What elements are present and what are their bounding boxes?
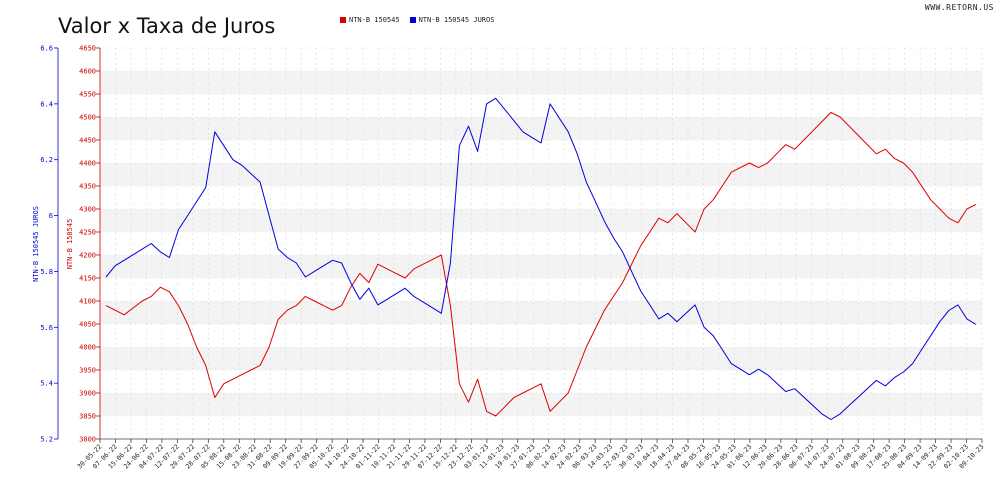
inner-tick-label: 4500 xyxy=(79,114,96,122)
legend-swatch-red xyxy=(340,17,346,23)
legend-swatch-blue xyxy=(409,17,416,23)
outer-tick-label: 5.6 xyxy=(40,324,53,332)
grid-band xyxy=(100,393,982,416)
inner-tick-label: 4450 xyxy=(79,137,96,145)
grid-band xyxy=(100,255,982,278)
inner-tick-label: 4650 xyxy=(79,45,96,53)
outer-tick-label: 6.2 xyxy=(40,156,53,164)
legend-label-juros: NTN-B 150545 JUROS xyxy=(418,16,495,24)
outer-tick-label: 6.6 xyxy=(40,45,53,53)
inner-tick-label: 4150 xyxy=(79,275,96,283)
y-axis-outer-label: NTN-B 150545 JUROS xyxy=(32,206,40,282)
series-line-valor xyxy=(105,111,977,417)
inner-tick-label: 4600 xyxy=(79,68,96,76)
series-line-juros xyxy=(105,97,977,420)
inner-tick-label: 4000 xyxy=(79,344,96,352)
watermark: WWW.RETORN.US xyxy=(924,3,994,12)
legend-item-juros: NTN-B 150545 JUROS xyxy=(409,16,495,24)
inner-tick-label: 3900 xyxy=(79,390,96,398)
inner-tick-label: 4200 xyxy=(79,252,96,260)
inner-tick-label: 4300 xyxy=(79,206,96,214)
grid-band xyxy=(100,301,982,324)
y-axis-inner-label: NTN-B 150545 xyxy=(66,219,74,270)
legend-item-valor: NTN-B 150545 xyxy=(340,16,400,24)
series-layer xyxy=(105,97,977,420)
y-axis-inner: 3800 3850 3900 3950 4000 4050 4100 4150 4200 4250… xyxy=(79,45,101,444)
outer-tick-label: 6 xyxy=(49,212,53,220)
outer-tick-label: 5.2 xyxy=(40,436,53,444)
grid-band xyxy=(100,71,982,94)
grid-bands xyxy=(100,71,982,416)
legend: NTN-B 150545 NTN-B 150545 JUROS xyxy=(340,16,494,24)
inner-tick-label: 3850 xyxy=(79,413,96,421)
legend-label-valor: NTN-B 150545 xyxy=(349,16,400,24)
y-axis-outer: 5.2 5.4 5.6 5.8 6 6.2 6.4 6.6 xyxy=(40,45,59,444)
inner-tick-label: 4050 xyxy=(79,321,96,329)
x-axis: 30-05-2207-06-2215-06-2224-06-2204-07-22… xyxy=(76,438,985,471)
inner-tick-label: 4350 xyxy=(79,183,96,191)
page-title: Valor x Taxa de Juros xyxy=(58,14,276,38)
grid-band xyxy=(100,209,982,232)
grid-band xyxy=(100,163,982,186)
outer-tick-label: 6.4 xyxy=(40,100,53,108)
inner-tick-label: 4250 xyxy=(79,229,96,237)
grid-band xyxy=(100,117,982,140)
inner-tick-label: 4550 xyxy=(79,91,96,99)
horizontal-grid xyxy=(100,47,982,440)
plot-area xyxy=(100,48,982,439)
inner-tick-label: 3950 xyxy=(79,367,96,375)
inner-tick-label: 4100 xyxy=(79,298,96,306)
inner-tick-label: 3800 xyxy=(79,436,96,444)
outer-tick-label: 5.4 xyxy=(40,380,53,388)
inner-tick-label: 4400 xyxy=(79,160,96,168)
outer-tick-label: 5.8 xyxy=(40,268,53,276)
grid-band xyxy=(100,347,982,370)
